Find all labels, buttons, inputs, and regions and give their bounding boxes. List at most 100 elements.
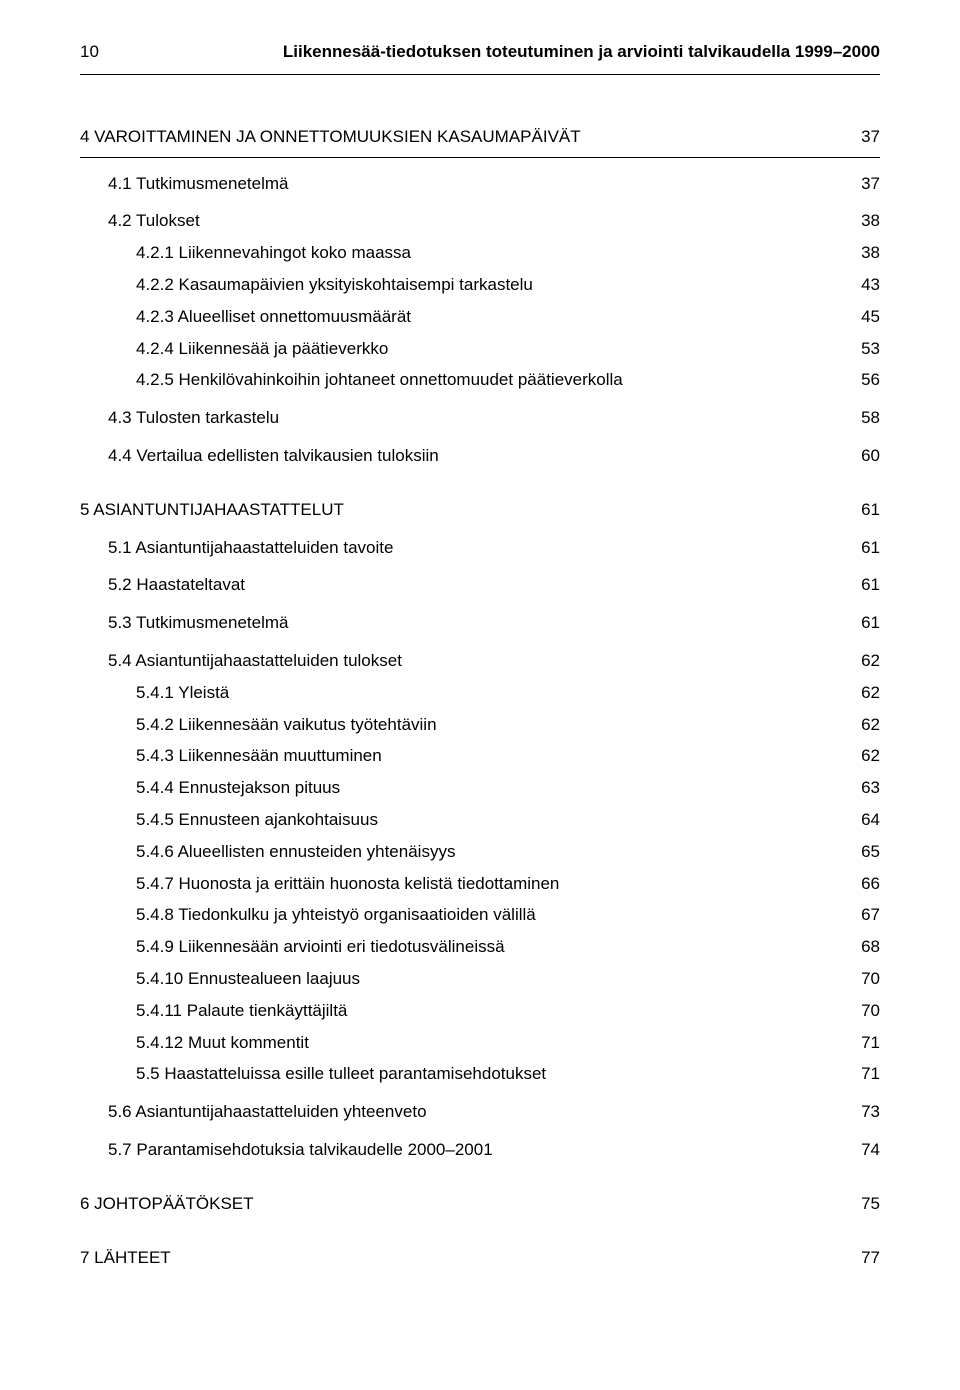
toc-page-number: 45	[861, 305, 880, 329]
toc-label: 5.4.1 Yleistä	[80, 681, 229, 705]
toc-label: 5.5 Haastatteluissa esille tulleet paran…	[80, 1062, 546, 1086]
toc-page-number: 66	[861, 872, 880, 896]
toc-label: 5.4 Asiantuntijahaastatteluiden tulokset	[80, 649, 402, 673]
toc-row: 4 VAROITTAMINEN JA ONNETTOMUUKSIEN KASAU…	[80, 125, 880, 149]
toc-row: 5.4.2 Liikennesään vaikutus työtehtäviin…	[80, 713, 880, 737]
toc-row: 4.2.5 Henkilövahinkoihin johtaneet onnet…	[80, 368, 880, 392]
toc-row: 5.4.5 Ennusteen ajankohtaisuus 64	[80, 808, 880, 832]
toc-row: 4.2.1 Liikennevahingot koko maassa 38	[80, 241, 880, 265]
toc-row: 5.1 Asiantuntijahaastatteluiden tavoite 6…	[80, 536, 880, 560]
toc-row: 5.4.8 Tiedonkulku ja yhteistyö organisaa…	[80, 903, 880, 927]
toc-page-number: 61	[861, 498, 880, 522]
toc-row: 4.3 Tulosten tarkastelu 58	[80, 406, 880, 430]
toc-row: 5.6 Asiantuntijahaastatteluiden yhteenve…	[80, 1100, 880, 1124]
toc-page-number: 61	[861, 611, 880, 635]
toc-row: 5.4.9 Liikennesään arviointi eri tiedotu…	[80, 935, 880, 959]
toc-row: 5.4.6 Alueellisten ennusteiden yhtenäisy…	[80, 840, 880, 864]
toc-page-number: 58	[861, 406, 880, 430]
toc-row: 5.4.1 Yleistä62	[80, 681, 880, 705]
toc-page-number: 62	[861, 744, 880, 768]
toc-label: 4.4 Vertailua edellisten talvikausien tu…	[80, 444, 439, 468]
toc-label: 5.4.11 Palaute tienkäyttäjiltä	[80, 999, 347, 1023]
toc-label: 4.2.3 Alueelliset onnettomuusmäärät	[80, 305, 411, 329]
toc-page-number: 61	[861, 573, 880, 597]
toc-row: 5.4.11 Palaute tienkäyttäjiltä 70	[80, 999, 880, 1023]
toc-label: 5.4.4 Ennustejakson pituus	[80, 776, 340, 800]
toc-row: 5.7 Parantamisehdotuksia talvikaudelle 2…	[80, 1138, 880, 1162]
toc-row: 5.4.12 Muut kommentit 71	[80, 1031, 880, 1055]
toc-page-number: 62	[861, 649, 880, 673]
toc-row: 4.2.2 Kasaumapäivien yksityiskohtaisempi…	[80, 273, 880, 297]
toc-label: 5 ASIANTUNTIJAHAASTATTELUT	[80, 498, 344, 522]
toc-label: 4.2.4 Liikennesää ja päätieverkko	[80, 337, 388, 361]
toc-page-number: 60	[861, 444, 880, 468]
toc-page-number: 38	[861, 241, 880, 265]
toc-label: 4.2.2 Kasaumapäivien yksityiskohtaisempi…	[80, 273, 533, 297]
toc-row: 5.2 Haastateltavat 61	[80, 573, 880, 597]
toc-page-number: 71	[861, 1031, 880, 1055]
toc-page-number: 43	[861, 273, 880, 297]
toc-page-number: 67	[861, 903, 880, 927]
toc-label: 5.3 Tutkimusmenetelmä	[80, 611, 288, 635]
toc-page-number: 70	[861, 999, 880, 1023]
toc-label: 6 JOHTOPÄÄTÖKSET	[80, 1192, 254, 1216]
toc-row: 4.2 Tulokset 38	[80, 209, 880, 233]
toc-page-number: 74	[861, 1138, 880, 1162]
toc-label: 5.4.9 Liikennesään arviointi eri tiedotu…	[80, 935, 505, 959]
toc-label: 5.4.7 Huonosta ja erittäin huonosta keli…	[80, 872, 559, 896]
toc-page-number: 38	[861, 209, 880, 233]
toc-label: 5.4.8 Tiedonkulku ja yhteistyö organisaa…	[80, 903, 536, 927]
toc-row: 5.4 Asiantuntijahaastatteluiden tulokset…	[80, 649, 880, 673]
toc-row: 4.2.3 Alueelliset onnettomuusmäärät 45	[80, 305, 880, 329]
toc-page-number: 68	[861, 935, 880, 959]
toc-page-number: 62	[861, 713, 880, 737]
toc-row: 5.4.10 Ennustealueen laajuus 70	[80, 967, 880, 991]
toc-page-number: 53	[861, 337, 880, 361]
toc-label: 5.4.6 Alueellisten ennusteiden yhtenäisy…	[80, 840, 455, 864]
toc-page-number: 64	[861, 808, 880, 832]
toc-row: 5.5 Haastatteluissa esille tulleet paran…	[80, 1062, 880, 1086]
toc-row: 4.2.4 Liikennesää ja päätieverkko 53	[80, 337, 880, 361]
toc-page-number: 63	[861, 776, 880, 800]
toc-row: 7 LÄHTEET 77	[80, 1246, 880, 1270]
toc-page-number: 61	[861, 536, 880, 560]
toc-label: 5.1 Asiantuntijahaastatteluiden tavoite	[80, 536, 393, 560]
toc-page-number: 56	[861, 368, 880, 392]
toc-row: 4.4 Vertailua edellisten talvikausien tu…	[80, 444, 880, 468]
toc-label: 5.4.3 Liikennesään muuttuminen	[80, 744, 382, 768]
toc-row: 6 JOHTOPÄÄTÖKSET 75	[80, 1192, 880, 1216]
toc-page-number: 37	[861, 172, 880, 196]
toc-label: 4.2 Tulokset	[80, 209, 200, 233]
toc-label: 5.4.12 Muut kommentit	[80, 1031, 309, 1055]
toc-label: 4.1 Tutkimusmenetelmä	[80, 172, 288, 196]
toc-page-number: 37	[861, 125, 880, 149]
toc-page-number: 65	[861, 840, 880, 864]
toc-label: 5.4.10 Ennustealueen laajuus	[80, 967, 360, 991]
toc-page-number: 77	[861, 1246, 880, 1270]
toc-row: 5.3 Tutkimusmenetelmä 61	[80, 611, 880, 635]
toc-label: 5.4.2 Liikennesään vaikutus työtehtäviin	[80, 713, 437, 737]
page-number: 10	[80, 40, 99, 64]
toc-row: 5.4.3 Liikennesään muuttuminen 62	[80, 744, 880, 768]
toc-label: 7 LÄHTEET	[80, 1246, 171, 1270]
toc-label: 5.7 Parantamisehdotuksia talvikaudelle 2…	[80, 1138, 493, 1162]
toc-row: 5 ASIANTUNTIJAHAASTATTELUT 61	[80, 498, 880, 522]
toc-page-number: 71	[861, 1062, 880, 1086]
table-of-contents: 4 VAROITTAMINEN JA ONNETTOMUUKSIEN KASAU…	[80, 125, 880, 1270]
toc-page-number: 73	[861, 1100, 880, 1124]
toc-row: 5.4.4 Ennustejakson pituus 63	[80, 776, 880, 800]
toc-label: 5.2 Haastateltavat	[80, 573, 245, 597]
toc-label: 5.6 Asiantuntijahaastatteluiden yhteenve…	[80, 1100, 427, 1124]
toc-label: 4 VAROITTAMINEN JA ONNETTOMUUKSIEN KASAU…	[80, 125, 581, 149]
toc-label: 4.2.1 Liikennevahingot koko maassa	[80, 241, 411, 265]
toc-row: 5.4.7 Huonosta ja erittäin huonosta keli…	[80, 872, 880, 896]
toc-label: 4.3 Tulosten tarkastelu	[80, 406, 279, 430]
toc-row: 4.1 Tutkimusmenetelmä 37	[80, 172, 880, 196]
page-header: 10 Liikennesää-tiedotuksen toteutuminen …	[80, 40, 880, 75]
section-underline	[80, 157, 880, 158]
toc-page-number: 70	[861, 967, 880, 991]
toc-page-number: 75	[861, 1192, 880, 1216]
toc-label: 5.4.5 Ennusteen ajankohtaisuus	[80, 808, 378, 832]
header-title: Liikennesää-tiedotuksen toteutuminen ja …	[283, 40, 880, 64]
toc-label: 4.2.5 Henkilövahinkoihin johtaneet onnet…	[80, 368, 623, 392]
